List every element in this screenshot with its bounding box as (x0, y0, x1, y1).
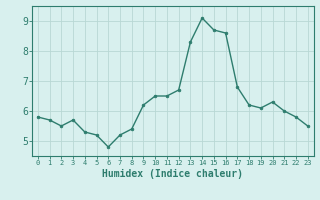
X-axis label: Humidex (Indice chaleur): Humidex (Indice chaleur) (102, 169, 243, 179)
